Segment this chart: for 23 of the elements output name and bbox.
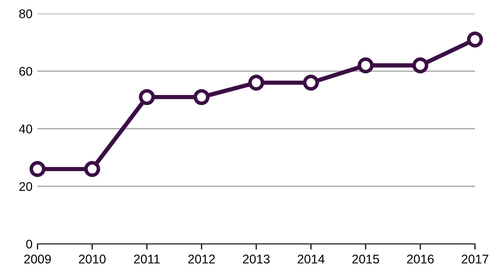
- point: [467, 31, 483, 48]
- point: [302, 74, 319, 91]
- point: [138, 89, 155, 106]
- x-tick-label: 2013: [242, 254, 270, 264]
- x-tick-label: 2009: [24, 254, 51, 264]
- x-tick-label: 2015: [352, 254, 380, 264]
- x-tick-label: 2012: [188, 254, 215, 264]
- point: [194, 89, 210, 106]
- y-tick-label: 0: [26, 240, 32, 249]
- point: [358, 57, 374, 74]
- point: [30, 161, 46, 178]
- y-tick-label: 80: [19, 9, 32, 18]
- y-tick-label: 60: [19, 66, 32, 76]
- y-tick-label: 20: [19, 182, 32, 191]
- point: [84, 161, 100, 178]
- x-tick-label: 2016: [407, 254, 434, 264]
- y-tick-label: 40: [19, 124, 32, 134]
- x-tick-label: 2017: [462, 254, 488, 264]
- x-tick-label: 2011: [134, 254, 160, 264]
- x-tick-label: 2010: [78, 254, 106, 264]
- x-tick-label: 2014: [298, 254, 324, 264]
- point: [248, 74, 264, 91]
- point: [412, 57, 428, 74]
